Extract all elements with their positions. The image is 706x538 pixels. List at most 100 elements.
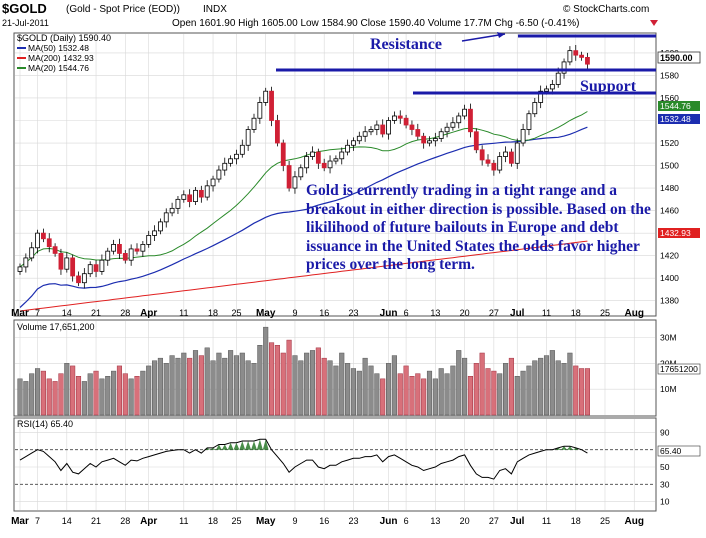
price-tick-label: 1480 [660, 183, 679, 193]
date-tick-label: Jun [380, 308, 398, 319]
candle-body [345, 144, 351, 153]
price-tick-label: 1400 [660, 273, 679, 283]
date-tick-label: 14 [62, 308, 72, 318]
resistance-arrow [461, 33, 506, 42]
candle-body [122, 253, 128, 261]
volume-bar [421, 378, 427, 416]
candle-body [70, 257, 76, 277]
candle-body [280, 142, 286, 166]
volume-bar [339, 352, 345, 416]
date-tick-label: 7 [35, 308, 40, 318]
candle-body [573, 50, 579, 56]
volume-bar [251, 363, 257, 416]
ma200-value: 1432.93 [660, 228, 691, 238]
volume-bar [497, 373, 503, 416]
volume-bar [350, 368, 356, 416]
volume-bar [391, 355, 397, 416]
date-tick-label: 6 [404, 308, 409, 318]
date-tick-label: 16 [319, 308, 329, 318]
volume-bar [134, 376, 140, 416]
volume-bar [111, 370, 117, 416]
candle-body [222, 162, 228, 171]
volume-bar [555, 360, 561, 416]
volume-bar [321, 357, 327, 416]
ticker-name: (Gold - Spot Price (EOD)) [66, 4, 180, 15]
volume-tick-label: 10M [660, 384, 677, 394]
candle-body [274, 120, 280, 144]
volume-bar [298, 360, 304, 416]
volume-bars [17, 326, 591, 416]
candle-body [585, 57, 590, 65]
candle-body [216, 169, 222, 180]
date-tick-label: Jul [510, 516, 525, 527]
candle-body [198, 189, 204, 198]
candle-body [169, 207, 175, 214]
volume-bar [210, 360, 216, 416]
candle-body [87, 264, 93, 275]
volume-bar [52, 381, 58, 416]
volume-bar [233, 355, 239, 416]
date-tick-label: 18 [208, 516, 218, 526]
candle-body [380, 124, 386, 135]
volume-tick-label: 30M [660, 333, 677, 343]
volume-bar [122, 373, 128, 416]
date-tick-label: 18 [208, 308, 218, 318]
candle-body [333, 158, 339, 162]
volume-bar [163, 363, 169, 416]
date-tick-label: May [256, 308, 276, 319]
volume-bar [368, 365, 374, 416]
candle-body [450, 122, 456, 128]
volume-bar [549, 350, 555, 416]
candle-body [491, 162, 497, 171]
rsi-tick-label: 50 [660, 462, 670, 472]
date-tick-label: 25 [600, 516, 610, 526]
volume-bar [526, 365, 532, 416]
candle-body [473, 131, 479, 151]
volume-bar [152, 360, 158, 416]
candle-body [321, 162, 327, 169]
volume-bar [374, 373, 380, 416]
volume-last-value: 17651200 [660, 364, 698, 374]
down-arrow-icon [650, 20, 658, 26]
candle-body [456, 115, 462, 124]
ma50-value: 1532.48 [660, 114, 691, 124]
date-tick-label: 6 [404, 516, 409, 526]
chart-date: 21-Jul-2011 [2, 18, 49, 28]
candle-body [58, 253, 64, 270]
volume-tick-label: 20M [660, 358, 677, 368]
volume-bar [409, 376, 415, 416]
price-panel [13, 32, 657, 317]
candle-body [421, 135, 427, 144]
volume-bar [228, 350, 234, 416]
rsi-overbought-fill [204, 439, 579, 450]
candle-body [23, 257, 29, 268]
candle-body [403, 117, 409, 126]
volume-bar [198, 355, 204, 416]
candle-body [105, 250, 111, 261]
volume-bar [567, 352, 573, 416]
volume-label: Volume 17,651,200 [17, 322, 95, 332]
candle-body [310, 151, 315, 157]
candle-body [117, 244, 122, 254]
candle-body [128, 248, 134, 261]
candle-body [549, 84, 555, 90]
candle-body [497, 156, 503, 171]
candle-body [251, 117, 257, 130]
candle-body [520, 129, 526, 144]
volume-bar [81, 381, 87, 416]
candle-body [52, 246, 58, 254]
volume-bar [187, 357, 193, 416]
volume-bar [397, 373, 403, 416]
date-tick-label: 28 [120, 308, 130, 318]
volume-bar [438, 368, 444, 416]
volume-bar [479, 352, 485, 416]
volume-bar [269, 342, 275, 416]
candle-body [339, 151, 345, 160]
volume-bar [491, 370, 497, 416]
candle-body [374, 124, 380, 130]
volume-bar [573, 365, 579, 416]
date-tick-label: 9 [292, 308, 297, 318]
volume-bar [169, 355, 175, 416]
volume-bar [46, 378, 52, 416]
volume-bar [35, 368, 41, 416]
